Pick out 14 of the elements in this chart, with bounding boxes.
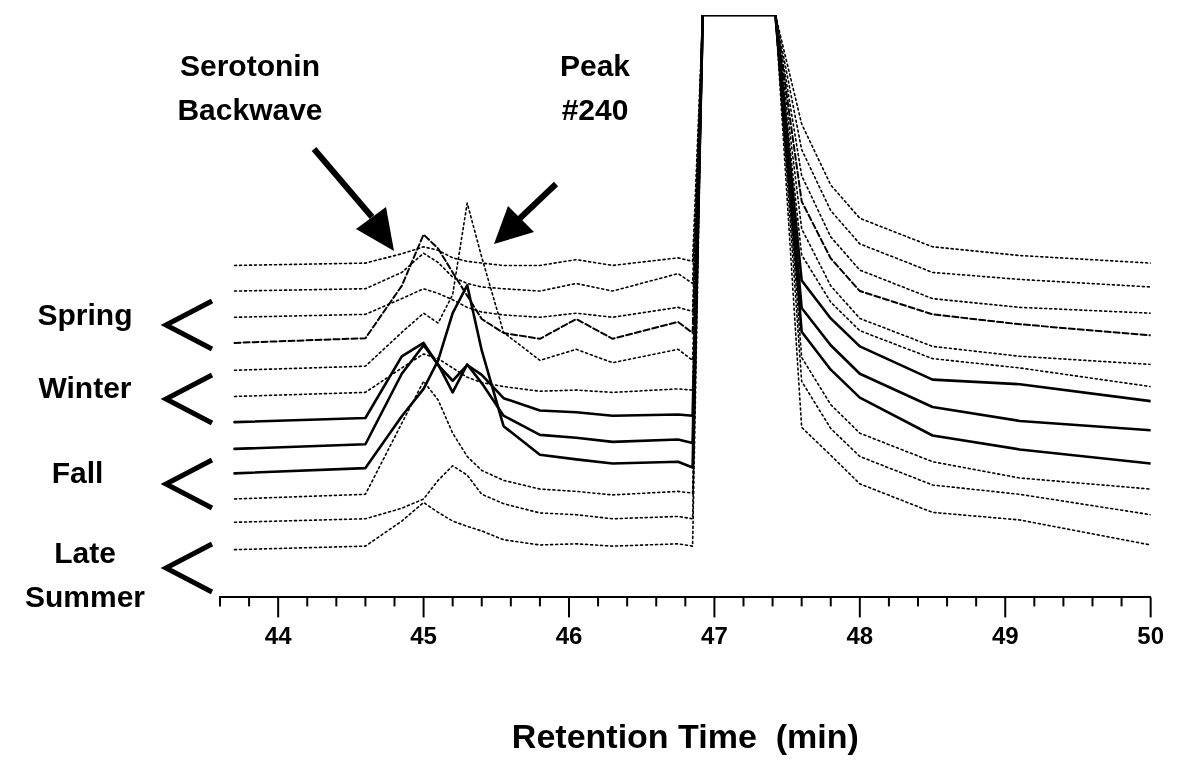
text: Late Summer	[23, 535, 146, 615]
x-tick-label: 46	[555, 622, 583, 650]
x-tick-label: 50	[1137, 622, 1164, 650]
annotation: Serotonin Backwave	[176, 48, 324, 128]
text: Spring	[36, 297, 134, 333]
x-tick-label: 48	[846, 622, 874, 650]
text: Fall	[50, 455, 105, 491]
text: Winter	[37, 370, 133, 406]
x-tick-label: 45	[410, 622, 437, 650]
x-tick-label: 44	[264, 622, 293, 650]
x-tick-label: 49	[991, 622, 1019, 650]
annotation: Peak #240	[558, 48, 632, 128]
x-axis-title: Retention Time (min)	[511, 716, 859, 755]
x-tick-label: 47	[701, 622, 728, 650]
